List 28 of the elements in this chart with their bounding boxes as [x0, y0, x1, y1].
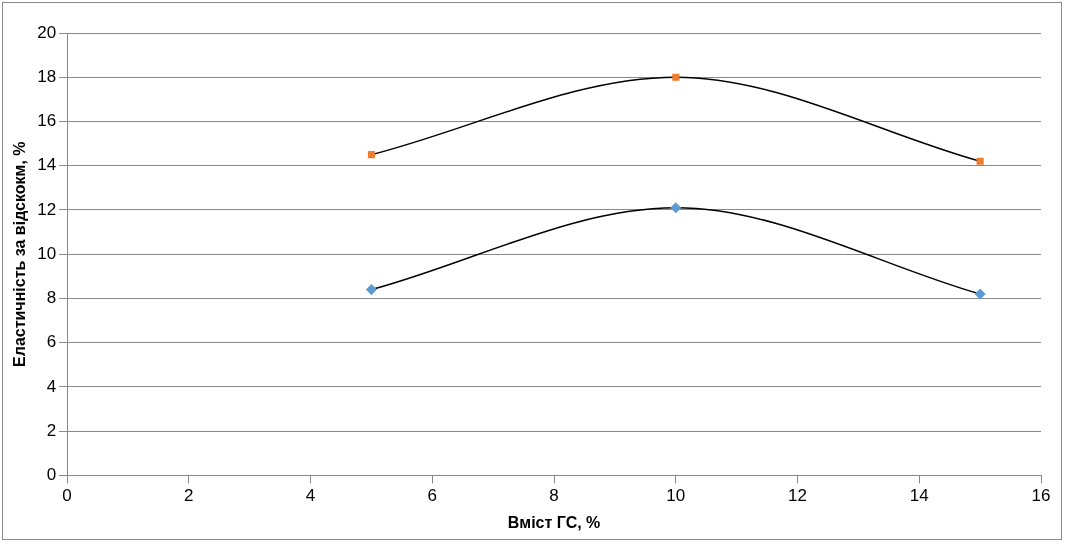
y-tick-label: 2 [46, 420, 57, 440]
point [367, 151, 376, 159]
y-tick-label: 16 [37, 111, 57, 131]
point [670, 202, 682, 213]
x-tick-label: 6 [427, 486, 438, 506]
x-tick-label: 14 [909, 486, 929, 506]
x-tick-label: 10 [666, 486, 686, 506]
y-tick-label: 18 [37, 66, 57, 86]
y-tick-label: 8 [46, 288, 57, 308]
y-tick-label: 20 [37, 22, 57, 42]
x-axis-title: Вміст ГС, % [507, 513, 601, 531]
y-axis-title: Еластичність за відскокм, % [11, 141, 29, 367]
y-tick-label: 14 [37, 155, 57, 175]
x-tick-label: 12 [788, 486, 807, 506]
y-tick-label: 12 [37, 199, 57, 219]
x-tick-label: 4 [305, 486, 316, 506]
y-tick-label: 10 [37, 243, 57, 263]
x-tick-label: 16 [1031, 486, 1051, 506]
point [672, 73, 680, 81]
x-tick-label: 8 [549, 486, 559, 506]
y-tick-label: 6 [46, 332, 57, 352]
point [366, 284, 377, 295]
point [974, 288, 986, 300]
y-tick-label: 0 [46, 465, 57, 485]
x-tick-label: 0 [62, 486, 72, 506]
y-tick-label: 4 [46, 376, 57, 396]
point [976, 157, 984, 165]
x-tick-label: 2 [184, 486, 194, 506]
